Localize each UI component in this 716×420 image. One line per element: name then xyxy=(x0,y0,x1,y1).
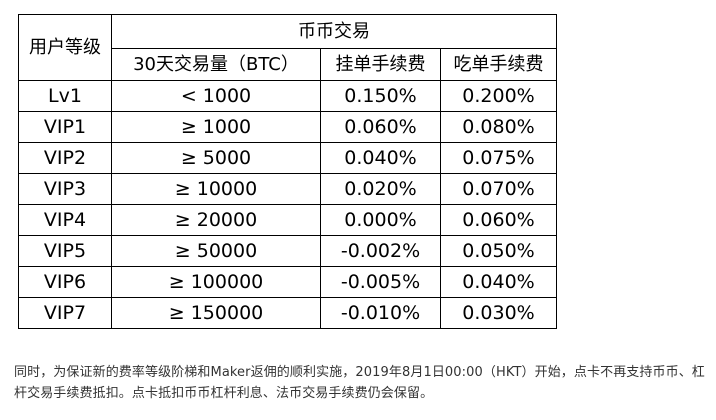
header-30day-volume: 30天交易量（BTC） xyxy=(111,48,321,81)
cell-taker-fee: 0.200% xyxy=(439,80,558,112)
cell-volume: ≥ 20000 xyxy=(111,204,321,236)
cell-taker-fee: 0.060% xyxy=(439,204,558,236)
cell-level: VIP2 xyxy=(18,142,112,174)
table-row: VIP7 ≥ 150000 -0.010% 0.030% xyxy=(18,297,558,329)
fee-rate-table: 用户等级 币币交易 30天交易量（BTC） 挂单手续费 吃单手续费 Lv1 < … xyxy=(18,14,558,329)
cell-maker-fee: -0.002% xyxy=(320,235,441,267)
cell-volume: ≥ 5000 xyxy=(111,142,321,174)
cell-volume: ≥ 1000 xyxy=(111,111,321,143)
header-taker-fee: 吃单手续费 xyxy=(439,48,558,81)
cell-volume: ≥ 10000 xyxy=(111,173,321,205)
table-row: VIP4 ≥ 20000 0.000% 0.060% xyxy=(18,204,558,236)
cell-taker-fee: 0.075% xyxy=(439,142,558,174)
table-row: VIP6 ≥ 100000 -0.005% 0.040% xyxy=(18,266,558,298)
cell-taker-fee: 0.030% xyxy=(439,297,558,329)
cell-level: VIP5 xyxy=(18,235,112,267)
cell-maker-fee: 0.150% xyxy=(320,80,441,112)
cell-taker-fee: 0.040% xyxy=(439,266,558,298)
table-body: Lv1 < 1000 0.150% 0.200% VIP1 ≥ 1000 0.0… xyxy=(18,80,558,329)
cell-maker-fee: 0.040% xyxy=(320,142,441,174)
cell-level: Lv1 xyxy=(18,80,112,112)
cell-level: VIP7 xyxy=(18,297,112,329)
table-row: VIP2 ≥ 5000 0.040% 0.075% xyxy=(18,142,558,174)
cell-maker-fee: 0.020% xyxy=(320,173,441,205)
header-row-2: 30天交易量（BTC） 挂单手续费 吃单手续费 xyxy=(19,48,558,81)
cell-volume: ≥ 150000 xyxy=(111,297,321,329)
cell-maker-fee: 0.000% xyxy=(320,204,441,236)
cell-level: VIP3 xyxy=(18,173,112,205)
header-spot-trading: 币币交易 xyxy=(110,14,558,49)
header-maker-fee: 挂单手续费 xyxy=(320,48,441,81)
table-row: VIP5 ≥ 50000 -0.002% 0.050% xyxy=(18,235,558,267)
header-user-level: 用户等级 xyxy=(18,14,112,81)
table-row: Lv1 < 1000 0.150% 0.200% xyxy=(18,80,558,112)
cell-taker-fee: 0.070% xyxy=(439,173,558,205)
cell-taker-fee: 0.080% xyxy=(439,111,558,143)
cell-maker-fee: 0.060% xyxy=(320,111,441,143)
notice-paragraph: 同时，为保证新的费率等级阶梯和Maker返佣的顺利实施，2019年8月1日00:… xyxy=(14,365,705,401)
table-row: VIP3 ≥ 10000 0.020% 0.070% xyxy=(18,173,558,205)
cell-volume: ≥ 100000 xyxy=(111,266,321,298)
cell-level: VIP4 xyxy=(18,204,112,236)
table-header: 用户等级 币币交易 30天交易量（BTC） 挂单手续费 吃单手续费 xyxy=(18,14,558,81)
cell-maker-fee: -0.005% xyxy=(320,266,441,298)
cell-level: VIP6 xyxy=(18,266,112,298)
header-row-1: 用户等级 币币交易 xyxy=(18,14,558,81)
cell-level: VIP1 xyxy=(18,111,112,143)
table-row: VIP1 ≥ 1000 0.060% 0.080% xyxy=(18,111,558,143)
cell-volume: ≥ 50000 xyxy=(111,235,321,267)
cell-taker-fee: 0.050% xyxy=(439,235,558,267)
cell-volume: < 1000 xyxy=(111,80,321,112)
cell-maker-fee: -0.010% xyxy=(320,297,441,329)
